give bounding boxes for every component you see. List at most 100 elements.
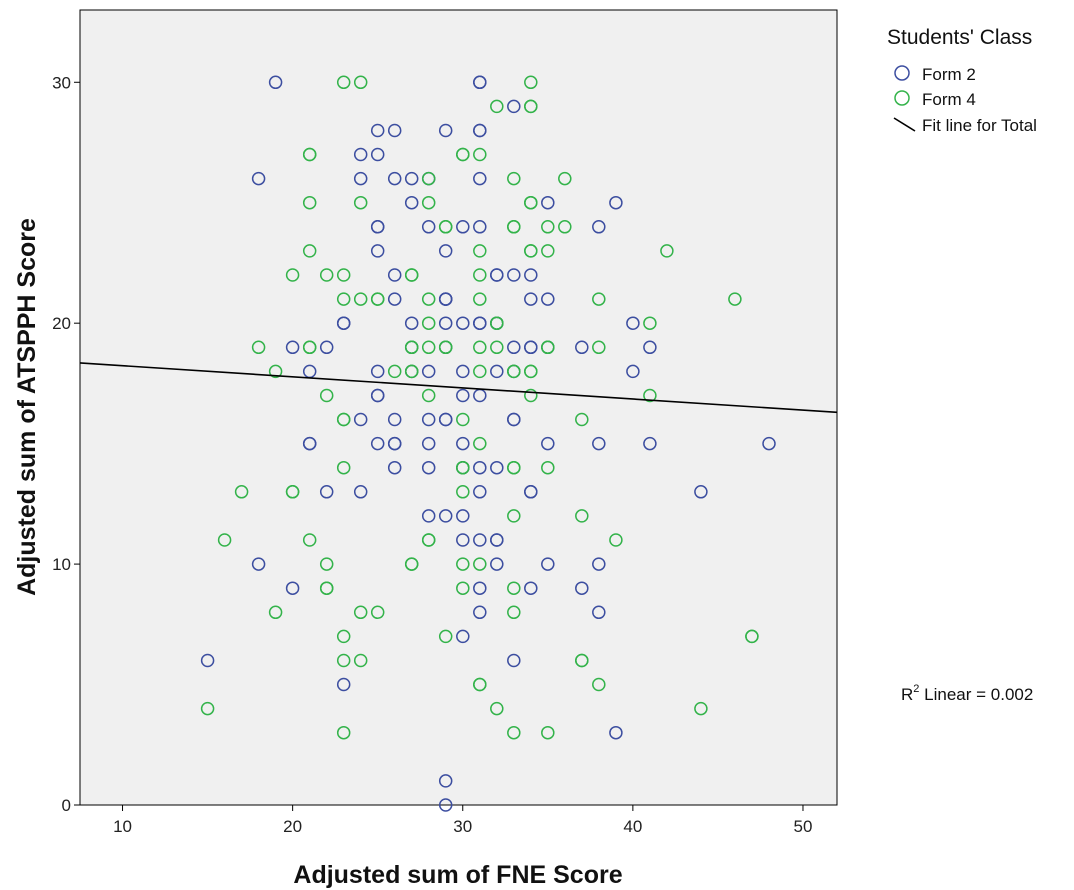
r2-annotation: R2 Linear = 0.002	[901, 683, 1033, 704]
point-series-1-120	[592, 677, 606, 692]
point-series-0-19	[609, 195, 623, 210]
point-series-0-5	[387, 123, 402, 138]
legend-label-form-4: Form 4	[922, 90, 976, 109]
point-series-0-6	[438, 123, 453, 138]
point-series-0-8	[473, 123, 487, 138]
point-series-1-56	[438, 340, 453, 355]
point-series-0-18	[541, 195, 555, 210]
point-series-0-90	[421, 460, 436, 475]
point-series-1-61	[592, 340, 606, 355]
point-series-0-57	[575, 340, 589, 355]
point-series-1-95	[421, 533, 436, 547]
point-series-1-49	[251, 340, 266, 355]
y-tick-label-20: 20	[52, 314, 71, 333]
point-series-0-79	[302, 436, 317, 451]
point-series-0-86	[592, 436, 606, 451]
point-series-1-16	[421, 195, 436, 210]
point-series-0-0	[268, 75, 283, 90]
point-series-1-107	[353, 605, 368, 620]
point-series-1-2	[524, 75, 538, 90]
point-series-0-80	[370, 436, 385, 451]
r2-prefix: R	[901, 685, 913, 704]
point-series-0-26	[370, 244, 385, 258]
point-series-1-110	[336, 629, 351, 644]
point-series-0-63	[456, 364, 470, 379]
point-series-1-5	[524, 99, 538, 114]
point-series-1-126	[541, 725, 555, 740]
point-series-0-113	[524, 581, 538, 595]
point-series-0-10	[370, 147, 385, 162]
legend-fit-line-icon	[893, 117, 916, 132]
x-tick-label-50: 50	[794, 817, 813, 836]
point-series-0-3	[507, 99, 521, 114]
point-series-0-103	[456, 533, 470, 547]
point-series-1-24	[558, 220, 572, 234]
point-series-1-100	[456, 557, 470, 571]
point-series-1-23	[541, 220, 555, 234]
point-series-1-36	[473, 268, 487, 282]
y-tick-label-10: 10	[52, 555, 71, 574]
point-series-0-31	[507, 268, 521, 282]
point-series-0-45	[473, 316, 487, 330]
point-series-0-71	[353, 412, 368, 427]
point-series-0-77	[507, 412, 521, 427]
point-series-1-74	[643, 388, 657, 403]
legend-item-form-2: Form 2	[894, 65, 976, 84]
point-series-1-99	[404, 557, 419, 571]
point-series-0-66	[626, 364, 640, 379]
point-series-0-37	[524, 292, 538, 306]
point-series-1-30	[660, 244, 674, 258]
point-series-1-114	[336, 653, 351, 668]
point-series-1-47	[490, 316, 504, 330]
point-series-1-14	[302, 195, 317, 210]
point-series-0-104	[473, 533, 487, 547]
point-series-0-99	[694, 485, 708, 499]
point-series-0-62	[421, 364, 436, 379]
point-series-1-86	[234, 485, 249, 499]
point-series-1-12	[507, 171, 521, 186]
point-series-1-15	[353, 195, 368, 210]
point-series-1-121	[200, 701, 215, 716]
point-series-1-29	[541, 244, 555, 258]
point-series-0-108	[490, 557, 504, 571]
point-series-0-111	[285, 581, 300, 595]
fit-line	[79, 362, 838, 414]
point-series-0-109	[541, 557, 555, 571]
point-series-0-82	[387, 436, 402, 451]
point-series-0-123	[438, 798, 453, 812]
point-series-1-71	[319, 388, 334, 403]
point-series-0-40	[336, 316, 351, 330]
point-series-0-36	[438, 292, 453, 306]
point-series-0-2	[473, 75, 487, 90]
point-series-1-111	[438, 629, 453, 644]
point-series-0-119	[507, 653, 521, 668]
point-series-1-91	[575, 509, 589, 523]
legend-label-form-2: Form 2	[922, 65, 976, 84]
points-layer	[200, 75, 776, 812]
point-series-0-102	[456, 509, 470, 523]
point-series-0-122	[438, 774, 453, 788]
point-series-0-75	[438, 412, 453, 427]
legend-label-fit-line: Fit line for Total	[922, 116, 1037, 135]
point-series-0-13	[387, 171, 402, 186]
point-series-0-96	[473, 485, 487, 499]
point-series-1-63	[387, 364, 402, 379]
point-series-1-117	[575, 653, 589, 668]
point-series-0-118	[200, 653, 215, 668]
point-series-0-33	[387, 292, 402, 306]
point-series-1-10	[473, 147, 487, 162]
point-series-0-43	[456, 316, 470, 330]
point-series-1-9	[456, 147, 470, 162]
point-series-1-80	[336, 460, 351, 475]
point-series-0-106	[490, 533, 504, 547]
point-series-0-107	[251, 557, 266, 571]
point-series-1-73	[524, 388, 538, 403]
point-series-0-60	[370, 364, 385, 379]
legend-title: Students' Class	[887, 26, 1032, 49]
point-series-1-109	[507, 605, 521, 620]
point-series-1-96	[609, 533, 623, 547]
point-series-1-89	[456, 485, 470, 499]
point-series-1-41	[421, 292, 436, 306]
point-series-1-22	[507, 220, 521, 234]
point-series-1-20	[438, 220, 453, 234]
